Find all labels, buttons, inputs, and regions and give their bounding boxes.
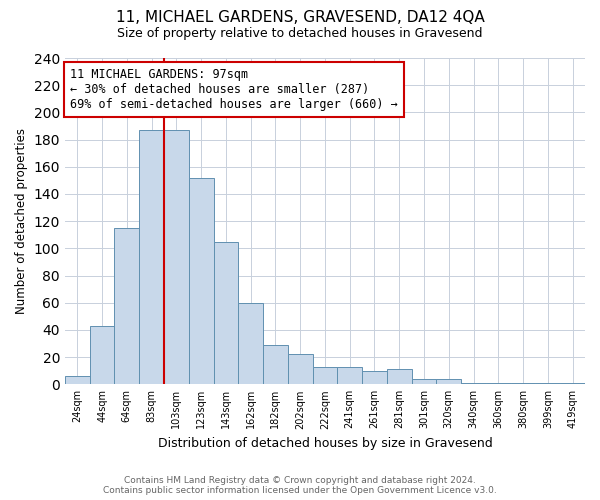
Text: Contains HM Land Registry data © Crown copyright and database right 2024.
Contai: Contains HM Land Registry data © Crown c…	[103, 476, 497, 495]
Bar	[238, 302, 263, 384]
Text: Size of property relative to detached houses in Gravesend: Size of property relative to detached ho…	[117, 28, 483, 40]
Bar	[486, 383, 511, 384]
Bar	[560, 383, 585, 384]
Bar	[461, 383, 486, 384]
Bar	[164, 130, 189, 384]
Bar	[288, 354, 313, 384]
Bar	[387, 370, 412, 384]
Bar	[65, 376, 89, 384]
Bar	[337, 366, 362, 384]
Text: 11 MICHAEL GARDENS: 97sqm
← 30% of detached houses are smaller (287)
69% of semi: 11 MICHAEL GARDENS: 97sqm ← 30% of detac…	[70, 68, 398, 111]
Bar	[313, 366, 337, 384]
Bar	[189, 178, 214, 384]
Bar	[89, 326, 115, 384]
Bar	[511, 383, 535, 384]
Bar	[139, 130, 164, 384]
Bar	[362, 370, 387, 384]
Text: 11, MICHAEL GARDENS, GRAVESEND, DA12 4QA: 11, MICHAEL GARDENS, GRAVESEND, DA12 4QA	[116, 10, 484, 25]
Bar	[535, 383, 560, 384]
Bar	[412, 379, 436, 384]
Bar	[436, 379, 461, 384]
X-axis label: Distribution of detached houses by size in Gravesend: Distribution of detached houses by size …	[158, 437, 493, 450]
Y-axis label: Number of detached properties: Number of detached properties	[15, 128, 28, 314]
Bar	[115, 228, 139, 384]
Bar	[263, 345, 288, 385]
Bar	[214, 242, 238, 384]
